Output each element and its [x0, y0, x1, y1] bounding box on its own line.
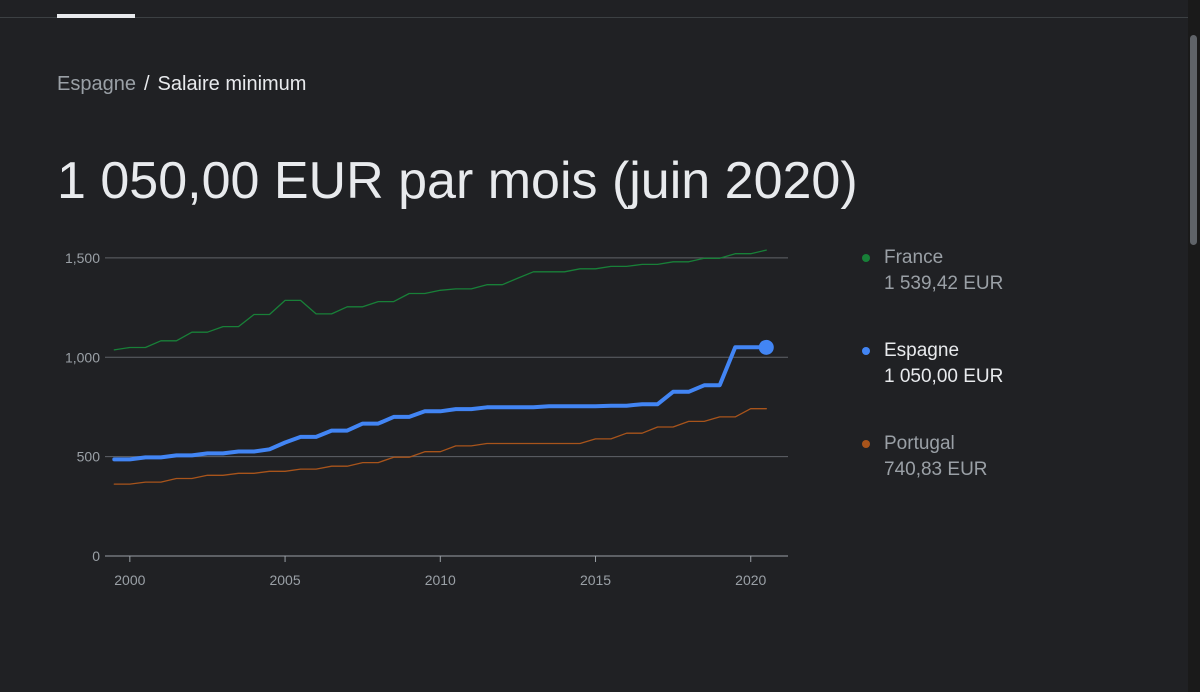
series-line-france [113, 249, 767, 351]
breadcrumb-separator: / [143, 73, 150, 95]
x-tick-label: 2015 [580, 572, 611, 588]
x-tick-label: 2000 [114, 572, 145, 588]
top-divider [0, 17, 1188, 18]
series-line-portugal [113, 408, 767, 485]
legend-dot [862, 440, 870, 448]
legend-dot [862, 254, 870, 262]
series-line-espagne [112, 345, 769, 462]
legend-series-value: 1 539,42 EUR [884, 273, 1004, 294]
y-tick-label: 500 [77, 449, 101, 465]
y-tick-label: 0 [92, 548, 100, 564]
x-tick-label: 2010 [425, 572, 456, 588]
legend-series-name: Portugal [884, 433, 955, 454]
legend-series-value: 1 050,00 EUR [884, 366, 1004, 387]
legend-dot [862, 347, 870, 355]
y-tick-label: 1,000 [65, 349, 100, 365]
scrollbar-thumb[interactable] [1190, 35, 1197, 245]
x-tick-label: 2020 [735, 572, 766, 588]
headline-value: 1 050,00 EUR par mois (juin 2020) [57, 152, 858, 210]
legend-series-value: 740,83 EUR [884, 459, 988, 480]
legend-series-name: Espagne [884, 340, 960, 361]
breadcrumb-parent-link[interactable]: Espagne [57, 73, 136, 95]
page-scrollbar[interactable] [1188, 0, 1200, 692]
y-tick-label: 1,500 [65, 250, 100, 266]
x-tick-label: 2005 [269, 572, 300, 588]
active-tab-indicator [57, 14, 135, 18]
highlight-point[interactable] [758, 339, 774, 355]
breadcrumb-current: Salaire minimum [157, 73, 307, 95]
breadcrumb: Espagne / Salaire minimum [57, 72, 306, 96]
legend-series-name: France [884, 247, 944, 268]
